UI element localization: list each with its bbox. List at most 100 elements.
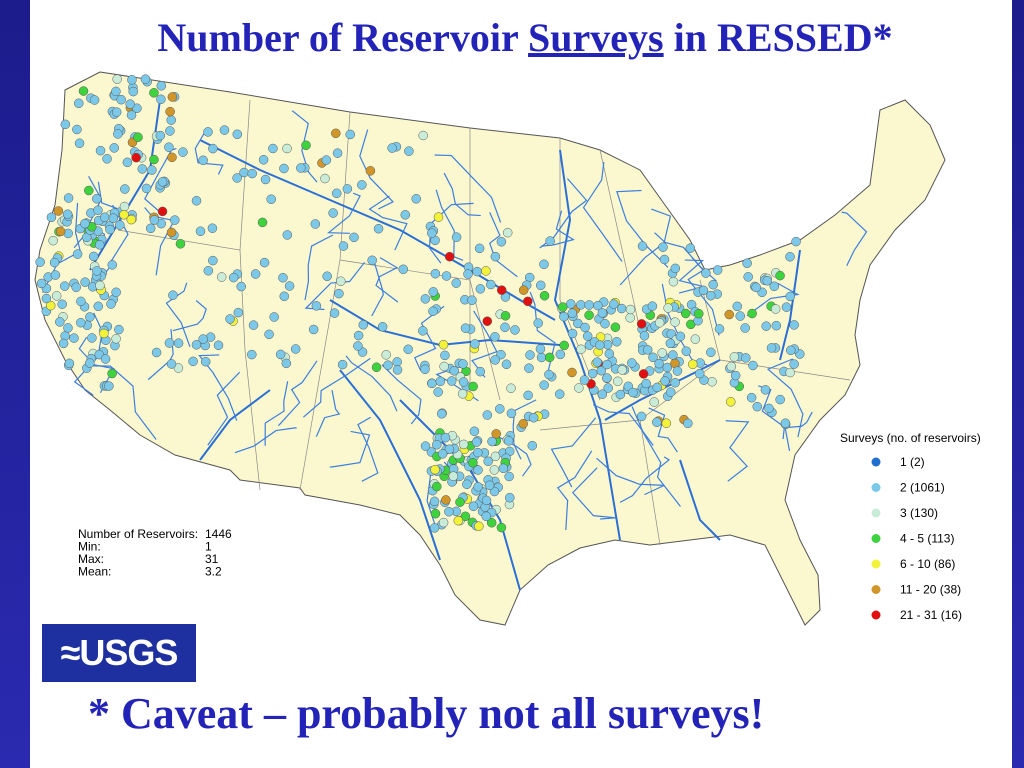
reservoir-dot	[675, 331, 686, 342]
reservoir-dot	[566, 299, 576, 309]
reservoir-dot	[596, 365, 607, 376]
reservoir-dot	[438, 339, 449, 350]
reservoir-dot	[741, 353, 751, 363]
reservoir-dot	[50, 270, 61, 280]
reservoir-dot	[203, 265, 214, 276]
reservoir-dot	[381, 350, 391, 360]
river	[619, 456, 671, 503]
reservoir-dot	[279, 163, 289, 174]
reservoir-dot	[133, 132, 143, 142]
river	[345, 355, 398, 412]
reservoir-dot	[473, 482, 483, 492]
reservoir-dot	[125, 99, 135, 109]
reservoir-dot	[345, 129, 356, 140]
reservoir-dot	[155, 130, 166, 141]
reservoir-dot	[115, 220, 125, 230]
reservoir-dot	[658, 242, 668, 252]
reservoir-dot	[771, 320, 782, 331]
river	[841, 211, 868, 267]
stats: Number of Reservoirs: 1446 Min: 1 Max: 31 Mean…	[78, 527, 232, 579]
reservoir-dot	[109, 143, 119, 153]
reservoir-dot	[166, 227, 177, 238]
reservoir-dot	[706, 347, 716, 358]
reservoir-dot	[475, 366, 486, 377]
reservoir-dot	[198, 155, 208, 166]
reservoir-dot	[216, 272, 227, 282]
river	[172, 300, 207, 332]
reservoir-dot	[743, 272, 753, 282]
reservoir-dot	[308, 324, 319, 335]
reservoir-dot	[647, 301, 658, 311]
reservoir-dot	[60, 119, 71, 130]
reservoir-dot	[349, 232, 359, 243]
reservoir-dot	[545, 236, 555, 246]
reservoir-dot	[468, 501, 479, 512]
reservoir-dot	[789, 359, 799, 369]
reservoir-dot	[528, 412, 539, 423]
reservoir-dot	[612, 376, 623, 387]
reservoir-dot	[440, 350, 450, 361]
reservoir-dot	[769, 281, 780, 292]
reservoir-dot	[58, 338, 69, 349]
reservoir-dot	[145, 223, 156, 234]
reservoir-dot	[665, 387, 676, 397]
reservoir-dot	[69, 333, 79, 343]
river	[339, 369, 441, 561]
reservoir-dot	[474, 521, 484, 531]
reservoir-dot	[157, 206, 168, 217]
reservoir-dot	[706, 290, 716, 301]
reservoir-dot	[191, 340, 202, 350]
reservoir-dot	[420, 364, 430, 375]
reservoir-dot	[457, 389, 468, 399]
reservoir-dot	[119, 209, 129, 220]
reservoir-dot	[441, 271, 452, 281]
reservoir-dot	[506, 383, 516, 394]
legend-swatch	[871, 610, 881, 620]
reservoir-dot	[539, 380, 549, 390]
reservoir-dot	[427, 228, 437, 238]
river	[147, 328, 174, 381]
legend-label: 1 (2)	[900, 455, 925, 469]
reservoir-dot	[111, 107, 122, 117]
reservoir-dot	[104, 381, 114, 391]
reservoir-dot	[140, 74, 151, 84]
reservoir-dot	[331, 188, 342, 199]
reservoir-dot	[483, 456, 493, 467]
reservoir-dot	[259, 257, 270, 268]
reservoir-dot	[627, 358, 637, 368]
reservoir-dot	[654, 318, 665, 328]
reservoir-dot	[584, 300, 594, 310]
river	[88, 365, 157, 440]
reservoir-dot	[730, 370, 741, 381]
reservoir-dot	[122, 157, 133, 168]
state-line	[599, 149, 641, 331]
river	[194, 128, 224, 175]
reservoir-dot	[55, 226, 66, 237]
reservoir-dot	[500, 311, 511, 321]
reservoir-dot	[469, 426, 480, 437]
river	[303, 357, 371, 418]
reservoir-dot	[80, 218, 90, 229]
reservoir-dot	[353, 330, 364, 341]
reservoir-dot	[533, 318, 543, 328]
reservoir-dot	[726, 397, 736, 407]
reservoir-dot	[518, 285, 529, 295]
reservoir-dot	[579, 375, 590, 385]
reservoir-dot	[403, 344, 413, 355]
reservoir-dot	[490, 355, 500, 365]
reservoir-dot	[670, 377, 680, 388]
river	[304, 234, 334, 301]
stat-value: 31	[205, 552, 219, 566]
reservoir-dot	[525, 350, 535, 360]
reservoir-dot	[602, 373, 612, 383]
reservoir-dot	[503, 436, 514, 446]
reservoir-dot	[760, 385, 771, 395]
reservoir-dot	[747, 308, 757, 319]
reservoir-dot	[505, 492, 515, 503]
reservoir-dot	[609, 299, 619, 309]
reservoir-dot	[592, 357, 603, 367]
reservoir-dot	[337, 359, 348, 370]
reservoir-dot	[625, 304, 636, 315]
reservoir-dot	[36, 278, 47, 289]
